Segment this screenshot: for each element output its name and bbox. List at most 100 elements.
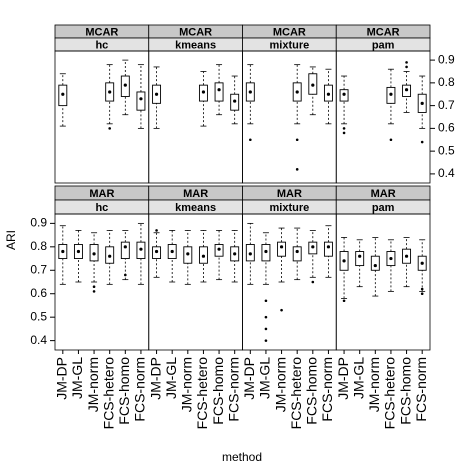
y-tick-label: 0.7 xyxy=(30,262,47,276)
median xyxy=(248,252,252,256)
strip-label: pam xyxy=(372,39,395,51)
median xyxy=(420,261,424,265)
median xyxy=(342,92,346,96)
x-tick-label: JM-norm xyxy=(85,357,101,412)
y-tick-label: 0.4 xyxy=(438,166,455,180)
panel-frame xyxy=(54,50,150,184)
outlier xyxy=(295,168,299,171)
outlier xyxy=(389,138,393,142)
y-tick-label: 0.6 xyxy=(438,121,455,135)
box xyxy=(323,241,333,257)
strip-label: MAR xyxy=(89,188,114,200)
median xyxy=(154,92,159,96)
x-tick-label: JM-GL xyxy=(69,357,85,399)
strip-label: MCAR xyxy=(179,26,212,38)
median xyxy=(201,254,206,258)
outlier xyxy=(155,229,158,232)
y-tick-label: 0.4 xyxy=(30,333,47,347)
median xyxy=(326,92,331,96)
panel-frame xyxy=(148,213,243,351)
strip-label: MCAR xyxy=(85,26,118,38)
x-tick-label: FCS-homo xyxy=(397,357,413,425)
y-tick-label: 0.5 xyxy=(30,309,47,323)
strip-label: hc xyxy=(95,39,108,51)
strip-label: MAR xyxy=(183,188,208,200)
median xyxy=(342,259,346,263)
median xyxy=(92,252,96,256)
box xyxy=(120,241,130,260)
strip-label: MCAR xyxy=(273,26,306,38)
median xyxy=(108,90,112,94)
outlier xyxy=(264,327,268,331)
y-tick-label: 0.8 xyxy=(30,239,47,253)
outlier xyxy=(342,299,346,303)
outlier xyxy=(342,127,346,130)
median xyxy=(61,249,65,254)
outlier xyxy=(249,138,252,142)
y-tick-label: 0.9 xyxy=(438,52,455,66)
x-tick-label: FCS-norm xyxy=(225,357,241,422)
median xyxy=(139,97,143,101)
median xyxy=(248,90,252,94)
strip-label: mixture xyxy=(270,202,310,214)
panel-frame xyxy=(335,213,431,351)
median xyxy=(123,245,127,249)
y-tick-label: 0.8 xyxy=(438,75,455,89)
outlier xyxy=(405,61,408,64)
x-tick-label: JM-DP xyxy=(147,357,163,400)
outlier xyxy=(420,292,424,296)
strip-label: kmeans xyxy=(175,202,216,214)
strip-label: mixture xyxy=(270,39,310,51)
x-tick-label: JM-GL xyxy=(350,357,366,399)
strip-label: hc xyxy=(95,202,108,214)
median xyxy=(295,249,299,254)
x-tick-label: FCS-homo xyxy=(304,357,320,425)
x-tick-label: FCS-norm xyxy=(132,357,148,422)
outlier xyxy=(108,127,111,130)
outlier xyxy=(342,131,346,135)
median xyxy=(311,245,315,249)
box xyxy=(277,241,287,257)
median xyxy=(279,245,284,249)
median xyxy=(389,256,393,261)
median xyxy=(264,249,268,254)
median xyxy=(420,101,424,105)
median xyxy=(311,83,315,87)
strip-label: MAR xyxy=(371,188,396,200)
y-tick-label: 0.6 xyxy=(30,286,47,300)
x-tick-label: FCS-hetero xyxy=(288,357,304,430)
panel-frame xyxy=(54,213,150,351)
x-tick-label: FCS-hetero xyxy=(382,357,398,430)
outlier xyxy=(264,339,268,342)
outlier xyxy=(264,315,268,319)
median xyxy=(154,249,159,254)
x-tick-label: FCS-norm xyxy=(413,357,429,422)
median xyxy=(76,249,81,254)
x-tick-label: JM-norm xyxy=(179,357,195,412)
x-tick-label: JM-norm xyxy=(366,357,382,412)
box xyxy=(214,82,224,102)
box xyxy=(136,91,146,111)
x-tick-label: FCS-homo xyxy=(116,357,132,425)
median xyxy=(61,92,65,96)
y-tick-label: 0.9 xyxy=(30,216,47,230)
panel-frame xyxy=(335,50,431,184)
median xyxy=(217,88,221,92)
x-tick-label: JM-norm xyxy=(272,357,288,412)
x-tick-label: JM-GL xyxy=(257,357,273,399)
strip-label: MAR xyxy=(277,188,302,200)
x-tick-label: JM-GL xyxy=(163,357,179,399)
median xyxy=(389,92,393,96)
strip-label: pam xyxy=(372,202,395,214)
outlier xyxy=(264,299,268,303)
outlier xyxy=(92,285,96,288)
outlier xyxy=(420,287,424,291)
median xyxy=(186,252,190,256)
panel-frame xyxy=(148,50,243,184)
median xyxy=(404,88,409,92)
box xyxy=(292,246,302,262)
x-tick-label: JM-DP xyxy=(241,357,257,400)
outlier xyxy=(124,273,127,277)
median xyxy=(233,252,237,256)
